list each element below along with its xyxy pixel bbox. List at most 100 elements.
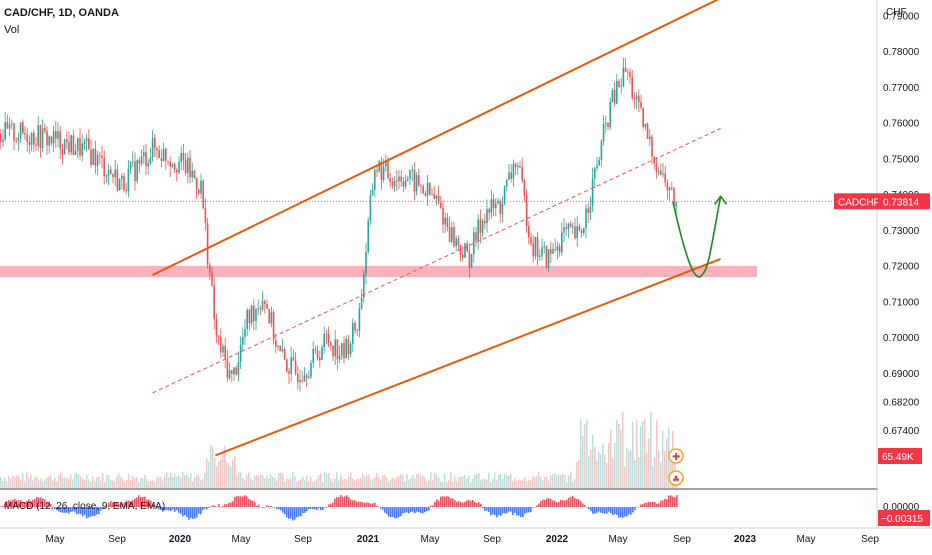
- volume-bar: [170, 473, 172, 488]
- candle-body: [160, 157, 163, 161]
- macd-bar: [178, 507, 180, 513]
- candle-body: [519, 165, 521, 168]
- macd-bar: [260, 506, 262, 508]
- macd-bar: [56, 507, 58, 511]
- macd-bar: [372, 503, 374, 507]
- macd-bar: [580, 501, 582, 507]
- candle-body: [396, 180, 398, 182]
- volume-bar: [454, 476, 456, 488]
- volume-bar: [280, 472, 282, 488]
- volume-bar: [634, 459, 636, 488]
- candle-body: [158, 150, 160, 158]
- macd-bar: [110, 501, 112, 507]
- macd-bar: [40, 497, 42, 507]
- candle-body: [154, 138, 156, 149]
- volume-bar: [650, 411, 652, 488]
- candle-body: [462, 254, 464, 258]
- macd-bar: [244, 495, 246, 507]
- candle-body: [217, 335, 220, 337]
- volume-bar: [80, 476, 82, 488]
- candle-body: [336, 339, 339, 360]
- macd-bar: [354, 500, 356, 507]
- volume-bar: [644, 418, 646, 488]
- candle-body: [675, 202, 677, 207]
- candle-body: [94, 148, 97, 166]
- macd-bar: [448, 496, 450, 507]
- macd-bar: [600, 507, 602, 513]
- volume-bar: [162, 480, 164, 488]
- volume-bar: [30, 475, 32, 488]
- macd-bar: [204, 507, 206, 509]
- macd-bar: [48, 502, 50, 507]
- candle-body: [389, 178, 391, 182]
- macd-bar: [272, 507, 274, 508]
- volume-bar: [4, 477, 6, 488]
- macd-bar: [602, 507, 604, 514]
- candle-body: [72, 135, 75, 155]
- candle-body: [530, 237, 532, 244]
- candle-body: [541, 246, 543, 256]
- volume-bar: [592, 434, 594, 488]
- candle-body: [88, 138, 90, 150]
- volume-bar: [642, 421, 644, 488]
- volume-bar: [452, 481, 454, 488]
- candle-body: [598, 159, 600, 166]
- candle-body: [4, 121, 6, 140]
- time-tick-label: May: [46, 534, 65, 545]
- candle-body: [574, 226, 576, 239]
- candle-body: [347, 338, 350, 355]
- macd-bar: [258, 504, 260, 507]
- channel-mid-line: [152, 128, 721, 394]
- macd-bar: [676, 495, 678, 507]
- macd-bar: [478, 501, 480, 507]
- macd-bar: [194, 507, 196, 519]
- macd-bar: [484, 507, 486, 511]
- macd-bar: [8, 500, 10, 507]
- candle-body: [602, 123, 605, 142]
- volume-bar: [114, 481, 116, 488]
- volume-bar: [218, 461, 220, 488]
- macd-bar: [366, 502, 368, 507]
- macd-bar: [136, 497, 138, 507]
- candle-body: [508, 172, 510, 180]
- volume-bar: [574, 479, 576, 488]
- volume-bar: [130, 480, 132, 488]
- candle-body: [532, 243, 534, 257]
- macd-bar: [16, 500, 18, 507]
- candle-body: [580, 230, 583, 234]
- candle-body: [618, 80, 620, 87]
- volume-bar: [476, 474, 478, 488]
- macd-bar: [90, 507, 92, 517]
- volume-bar: [542, 480, 544, 488]
- candle-body: [112, 173, 114, 178]
- candle-body: [356, 330, 358, 332]
- volume-bar: [52, 480, 54, 488]
- macd-bar: [446, 496, 448, 507]
- volume-bar: [268, 478, 270, 488]
- macd-bar: [586, 507, 588, 508]
- volume-bar: [140, 477, 142, 488]
- volume-bar: [462, 476, 464, 488]
- candle-body: [490, 199, 493, 213]
- macd-bar: [246, 496, 248, 507]
- macd-bar: [254, 501, 256, 507]
- volume-bar: [440, 481, 442, 488]
- candle-body: [294, 360, 297, 374]
- macd-bar: [68, 507, 70, 514]
- macd-bar: [620, 507, 622, 518]
- volume-bar: [144, 474, 146, 488]
- macd-bar: [82, 507, 84, 517]
- volume-bar: [490, 481, 492, 488]
- candle-body: [290, 357, 292, 374]
- volume-bar: [264, 478, 266, 488]
- candle-body: [248, 309, 251, 324]
- candle-body: [528, 226, 530, 238]
- macd-bar: [632, 507, 634, 513]
- volume-bar: [524, 477, 526, 488]
- candle-body: [187, 157, 189, 174]
- macd-bar: [574, 498, 576, 507]
- candle-body: [352, 322, 354, 345]
- volume-indicator-label: Vol: [4, 24, 20, 36]
